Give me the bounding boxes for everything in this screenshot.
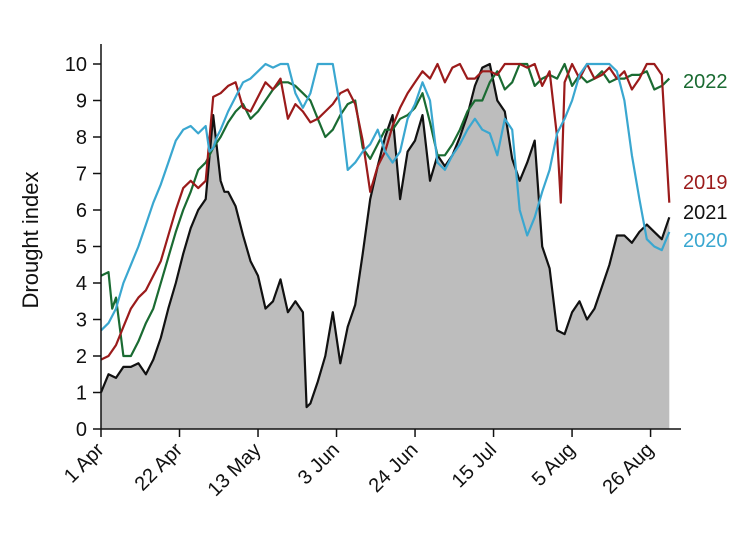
- x-tick-label: 1 Apr: [60, 439, 109, 488]
- series-label-2022: 2022: [683, 71, 728, 93]
- series-label-2019: 2019: [683, 172, 728, 194]
- x-tick-label: 13 May: [204, 439, 266, 501]
- x-tick-label: 15 Jul: [448, 439, 501, 492]
- x-tick-label: 22 Apr: [131, 439, 188, 496]
- y-tick-label: 4: [76, 273, 87, 295]
- y-axis-title: Drought index: [18, 172, 43, 309]
- y-tick-label: 5: [76, 237, 87, 259]
- series-2020-line: [100, 62, 671, 332]
- y-tick-label: 7: [76, 164, 87, 186]
- series-2021-area: [101, 64, 670, 429]
- x-tick-label: 5 Aug: [528, 439, 580, 491]
- x-tick-label: 24 Jun: [365, 439, 423, 497]
- x-tick-label: 3 Jun: [294, 439, 344, 489]
- y-tick-label: 0: [76, 419, 87, 441]
- series-label-2021: 2021: [683, 202, 728, 224]
- y-tick-label: 9: [76, 91, 87, 113]
- x-tick-label: 26 Aug: [598, 439, 658, 499]
- y-tick-label: 1: [76, 383, 87, 405]
- series-labels: 2021 2022 2019 2020: [683, 71, 728, 252]
- y-tick-label: 10: [65, 54, 87, 76]
- series-2022-line: [100, 62, 671, 358]
- y-tick-label: 2: [76, 346, 87, 368]
- series-label-2020: 2020: [683, 230, 728, 252]
- series-2019-line: [100, 62, 671, 361]
- axes-layer: [100, 44, 681, 430]
- y-tick-label: 8: [76, 127, 87, 149]
- y-tick-label: 6: [76, 200, 87, 222]
- y-tick-label: 3: [76, 310, 87, 332]
- series-layer: [99, 62, 671, 429]
